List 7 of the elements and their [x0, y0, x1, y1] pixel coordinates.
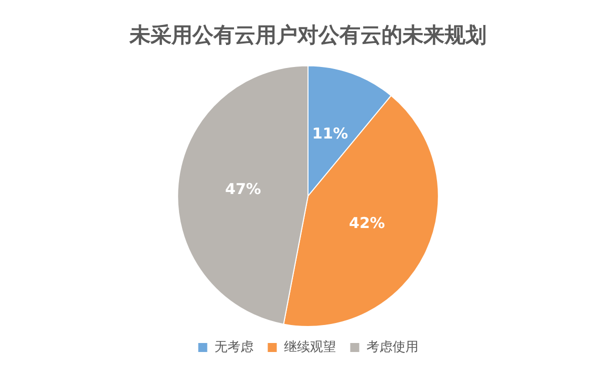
legend-label: 继续观望	[284, 340, 336, 355]
chart-title: 未采用公有云用户对公有云的未来规划	[128, 23, 486, 48]
legend-label: 无考虑	[214, 340, 254, 355]
data-label: 47%	[225, 180, 262, 198]
legend-label: 考虑使用	[366, 340, 418, 355]
data-label: 42%	[349, 214, 385, 232]
data-label: 11%	[312, 124, 348, 143]
